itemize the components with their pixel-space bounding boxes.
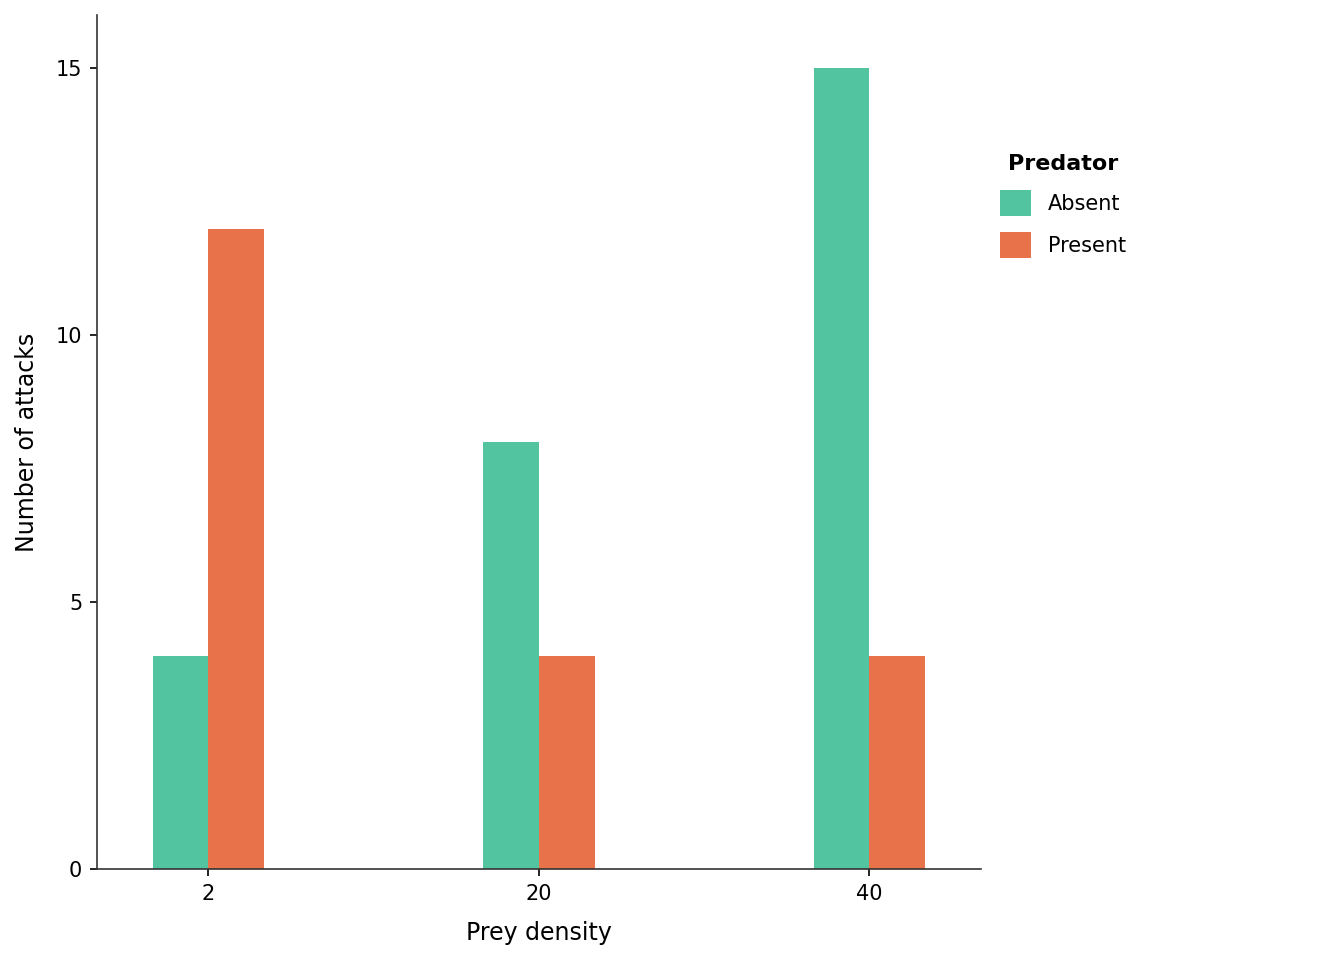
Bar [870,656,925,869]
Bar [539,656,594,869]
Bar [153,656,208,869]
Y-axis label: Number of attacks: Number of attacks [15,332,39,552]
Legend: Absent, Present: Absent, Present [1000,154,1126,257]
Bar [814,68,870,869]
Bar [484,442,539,869]
Bar [208,228,263,869]
X-axis label: Prey density: Prey density [466,921,612,945]
